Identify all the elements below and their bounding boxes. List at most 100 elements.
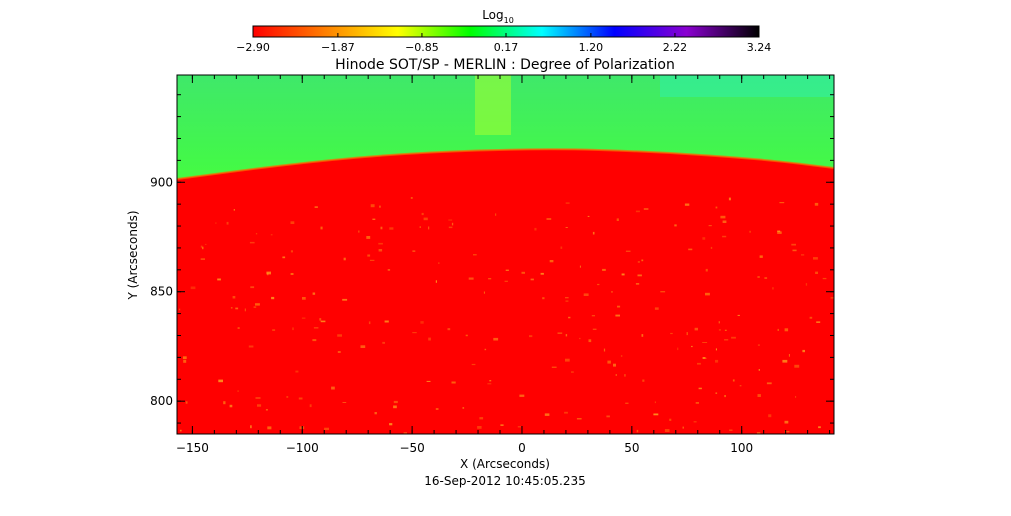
disk-speckle	[565, 334, 568, 337]
disk-speckle	[715, 359, 719, 363]
disk-speckle	[576, 418, 582, 420]
disk-speckle	[557, 332, 563, 334]
disk-speckle	[500, 424, 504, 426]
disk-speckles	[178, 197, 834, 434]
disk-speckle	[519, 394, 525, 397]
disk-speckle	[715, 206, 718, 209]
disk-speckle	[813, 257, 818, 260]
disk-speckle	[724, 339, 729, 341]
disk-speckle	[517, 426, 521, 428]
disk-speckle	[759, 255, 763, 258]
limb-edge	[177, 148, 834, 180]
disk-speckle	[380, 226, 383, 230]
disk-speckle	[782, 359, 788, 363]
disk-speckle	[758, 369, 760, 371]
disk-speckle	[670, 332, 673, 335]
disk-speckle	[579, 337, 581, 340]
disk-speckle	[591, 315, 595, 317]
disk-speckle	[237, 390, 239, 392]
colorbar: Log10 −2.90 −1.87 −0.85 0.17 1.20 2.22 3.24	[236, 8, 771, 54]
disk-speckle	[505, 269, 509, 271]
disk-speckle	[777, 230, 781, 232]
x-tick-label: −150	[176, 441, 209, 455]
disk-speckle	[255, 303, 260, 306]
disk-speckle	[816, 321, 821, 323]
disk-speckle	[565, 202, 570, 204]
disk-speckle	[495, 213, 497, 216]
disk-speckle	[235, 307, 239, 310]
disk-speckle	[720, 215, 726, 219]
disk-speckle	[731, 336, 736, 339]
disk-speckle	[565, 227, 568, 228]
disk-speckle	[718, 321, 720, 324]
disk-speckle	[697, 362, 701, 365]
chart-title: Hinode SOT/SP - MERLIN : Degree of Polar…	[335, 57, 675, 73]
disk-speckle	[393, 400, 398, 404]
disk-speckle	[688, 248, 693, 251]
disk-speckle	[805, 283, 808, 286]
disk-speckle	[451, 381, 456, 384]
disk-speckle	[705, 268, 708, 272]
disk-speckle	[257, 404, 262, 407]
disk-speckle	[200, 245, 203, 248]
colorbar-tick-label: 3.24	[747, 41, 772, 54]
disk-speckle	[757, 394, 761, 397]
disk-speckle	[766, 382, 772, 385]
disk-speckle	[795, 396, 797, 398]
disk-speckle	[809, 316, 813, 319]
disk-speckle	[737, 314, 740, 316]
disk-speckle	[641, 259, 644, 262]
disk-speckle	[635, 210, 640, 213]
disk-speckle	[237, 327, 240, 329]
disk-speckle	[244, 308, 246, 312]
disk-speckle	[226, 221, 229, 225]
plot-area	[177, 75, 834, 434]
disk-speckle	[435, 408, 439, 410]
disk-speckle	[271, 296, 275, 300]
disk-speckle	[728, 197, 731, 201]
disk-speckle	[583, 293, 589, 296]
disk-speckle	[267, 272, 269, 276]
disk-speckle	[739, 385, 742, 387]
disk-speckle	[660, 291, 666, 293]
off-limb-stripe	[475, 75, 511, 135]
disk-speckle	[178, 308, 181, 311]
disk-speckle	[784, 420, 789, 424]
disk-speckle	[722, 220, 727, 223]
timestamp: 16-Sep-2012 10:45:05.235	[424, 474, 586, 488]
disk-speckle	[233, 209, 235, 211]
disk-speckle	[529, 335, 533, 338]
disk-speckle	[669, 418, 672, 421]
disk-speckle	[722, 235, 727, 238]
disk-speckle	[389, 423, 393, 426]
disk-speckle	[428, 337, 431, 341]
disk-speckle	[695, 402, 699, 404]
disk-speckle	[428, 226, 430, 230]
disk-speckle	[290, 221, 295, 224]
disk-speckle	[438, 262, 440, 264]
plot-frame	[176, 74, 835, 435]
disk-speckle	[360, 345, 366, 348]
disk-speckle	[412, 250, 416, 252]
disk-speckle	[616, 218, 619, 221]
disk-speckle	[702, 342, 708, 343]
disk-speckle	[286, 396, 289, 398]
disk-speckle	[664, 429, 670, 432]
disk-speckle	[295, 370, 299, 373]
disk-speckle	[473, 254, 477, 256]
disk-speckle	[637, 274, 642, 277]
disk-speckle	[366, 236, 371, 239]
disk-speckle	[718, 329, 721, 331]
disk-speckle	[597, 283, 600, 286]
x-tick-label: 0	[518, 441, 526, 455]
disk-speckle	[749, 230, 751, 233]
disk-speckle	[693, 421, 697, 423]
disk-speckle	[615, 314, 620, 317]
disk-speckle	[423, 217, 428, 221]
y-axis-label: Y (Arcseconds)	[126, 210, 140, 300]
disk-speckle	[802, 349, 805, 353]
disk-speckle	[653, 413, 659, 416]
disk-speckle	[617, 305, 621, 308]
disk-speckle	[370, 204, 375, 208]
